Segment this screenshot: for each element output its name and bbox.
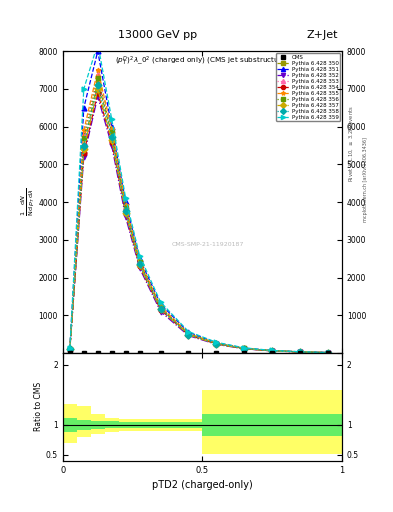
Y-axis label: Ratio to CMS: Ratio to CMS [34, 382, 43, 432]
Legend: CMS, Pythia 6.428 350, Pythia 6.428 351, Pythia 6.428 352, Pythia 6.428 353, Pyt: CMS, Pythia 6.428 350, Pythia 6.428 351,… [275, 53, 340, 121]
Text: mcplots.cern.ch [arXiv:1306.3436]: mcplots.cern.ch [arXiv:1306.3436] [363, 137, 368, 222]
Text: CMS-SMP-21-11920187: CMS-SMP-21-11920187 [172, 242, 244, 247]
Text: Rivet 3.1.10, $\geq$ 3.2M events: Rivet 3.1.10, $\geq$ 3.2M events [348, 105, 356, 182]
Text: 13000 GeV pp: 13000 GeV pp [118, 30, 197, 40]
Y-axis label: $\frac{1}{\mathrm{N}}\frac{\mathrm{d}N}{\mathrm{d}\,p_T\,\mathrm{d}\lambda}$: $\frac{1}{\mathrm{N}}\frac{\mathrm{d}N}{… [20, 188, 37, 217]
Text: Z+Jet: Z+Jet [307, 30, 338, 40]
Text: $(p_T^D)^2\lambda\_0^2$ (charged only) (CMS jet substructure): $(p_T^D)^2\lambda\_0^2$ (charged only) (… [115, 54, 290, 68]
X-axis label: pTD2 (charged-only): pTD2 (charged-only) [152, 480, 253, 490]
